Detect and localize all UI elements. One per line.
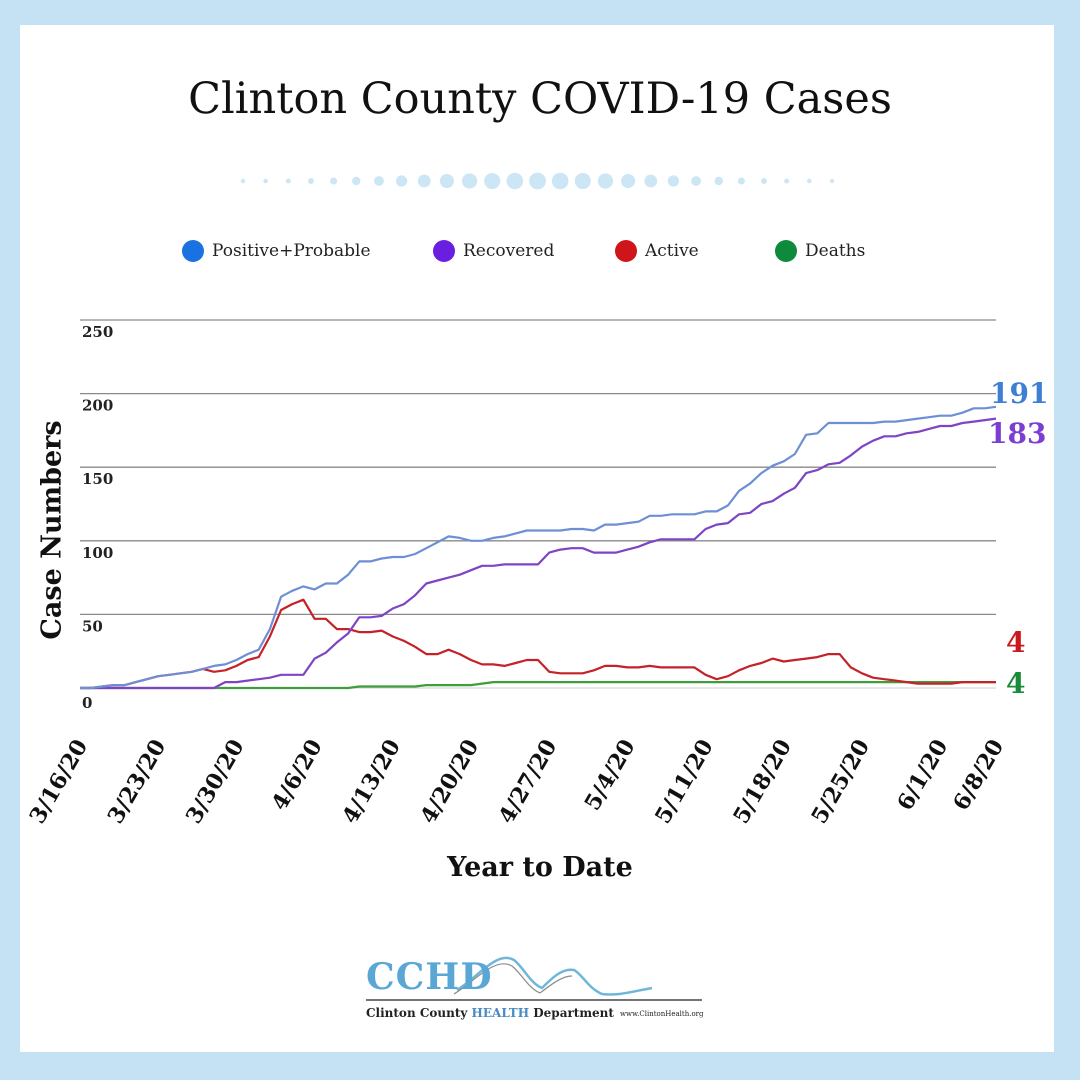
x-tick-label: 5/11/20: [650, 735, 719, 828]
x-tick-label: 5/25/20: [806, 735, 875, 828]
divider-dot: [352, 176, 361, 186]
y-tick-label: 100: [82, 544, 113, 562]
series-line-recovered: [80, 417, 997, 690]
divider-dot: [330, 177, 338, 185]
y-tick-label: 250: [82, 323, 113, 341]
x-tick-label: 5/4/20: [579, 735, 640, 815]
y-tick-label: 150: [82, 470, 113, 488]
x-tick-label: 4/13/20: [337, 735, 406, 828]
divider-dot: [829, 178, 835, 184]
x-tick-label: 6/1/20: [892, 735, 953, 815]
legend-item-active: Active: [615, 240, 699, 262]
divider-dot: [417, 174, 431, 188]
legend-label-deaths: Deaths: [805, 241, 866, 261]
series-line-active: [80, 598, 996, 690]
divider-dot: [667, 175, 680, 187]
legend-label-active: Active: [645, 241, 699, 261]
x-tick-label: 4/6/20: [267, 735, 328, 815]
divider-dot: [373, 176, 384, 186]
x-tick-label: 5/18/20: [728, 735, 797, 828]
divider-dot: [484, 172, 501, 190]
grid-lines: [80, 319, 996, 689]
page-title: Clinton County COVID-19 Cases: [188, 74, 892, 124]
divider-dot: [439, 173, 454, 189]
y-tick-labels: 0 50 100 150 200 250: [82, 323, 113, 712]
divider-dot: [506, 172, 524, 190]
series-lines: [80, 405, 997, 690]
legend-swatch-deaths: [775, 240, 797, 262]
series-line-positive-probable: [80, 405, 997, 690]
decorative-dot-divider: [240, 172, 835, 190]
x-tick-labels: 3/16/20 3/23/20 3/30/20 4/6/20 4/13/20 4/20/2…: [24, 735, 1009, 828]
end-label-active: 4: [1006, 626, 1026, 659]
x-tick-label: 6/8/20: [948, 735, 1009, 815]
divider-dot: [714, 176, 723, 186]
x-tick-label: 4/27/20: [494, 735, 563, 828]
divider-dot: [644, 174, 658, 188]
cchd-logo: CCHD Clinton County HEALTH Department ww…: [362, 948, 707, 1028]
divider-dot: [807, 178, 812, 184]
y-tick-label: 50: [82, 617, 103, 635]
legend-swatch-positive: [182, 240, 204, 262]
divider-dot: [307, 178, 314, 184]
x-axis-label: Year to Date: [447, 852, 633, 883]
y-tick-label: 0: [82, 694, 92, 712]
x-tick-label: 4/20/20: [415, 735, 484, 828]
divider-dot: [461, 173, 478, 189]
series-line-deaths: [80, 680, 996, 690]
divider-dot: [574, 172, 591, 190]
logo-url: www.ClintonHealth.org: [620, 1010, 704, 1018]
divider-dot: [597, 173, 614, 189]
divider-dot: [551, 172, 569, 190]
end-label-recovered: 183: [988, 417, 1047, 450]
logo-department-name: Clinton County HEALTH Department: [366, 1006, 614, 1020]
divider-dot: [263, 178, 268, 184]
divider-dot: [784, 178, 790, 184]
divider-dot: [691, 176, 702, 186]
y-axis-label: Case Numbers: [36, 420, 68, 640]
x-tick-label: 3/23/20: [103, 735, 172, 828]
end-label-deaths: 4: [1006, 667, 1026, 700]
card-background: [20, 25, 1054, 1052]
legend-label-positive: Positive+Probable: [212, 241, 371, 261]
x-tick-label: 3/16/20: [24, 735, 93, 828]
logo-wordmark: CCHD: [366, 956, 493, 998]
legend-swatch-recovered: [433, 240, 455, 262]
divider-dot: [395, 175, 408, 187]
legend-item-recovered: Recovered: [433, 240, 554, 262]
x-tick-label: 3/30/20: [181, 735, 250, 828]
legend-item-deaths: Deaths: [775, 240, 865, 262]
divider-dot: [761, 178, 768, 184]
logo-mountain-graphic: [366, 956, 702, 1001]
divider-dot: [240, 178, 246, 184]
divider-dot: [737, 177, 745, 185]
divider-dot: [621, 173, 636, 189]
legend-item-positive: Positive+Probable: [182, 240, 371, 262]
legend-swatch-active: [615, 240, 637, 262]
divider-dot: [285, 178, 291, 184]
y-axis-label-wrap: Case Numbers: [12, 380, 92, 680]
end-label-positive: 191: [990, 377, 1049, 410]
divider-dot: [529, 172, 546, 190]
legend: Positive+Probable Recovered Active Death…: [0, 240, 1080, 266]
legend-label-recovered: Recovered: [463, 241, 555, 261]
y-tick-label: 200: [82, 397, 113, 415]
